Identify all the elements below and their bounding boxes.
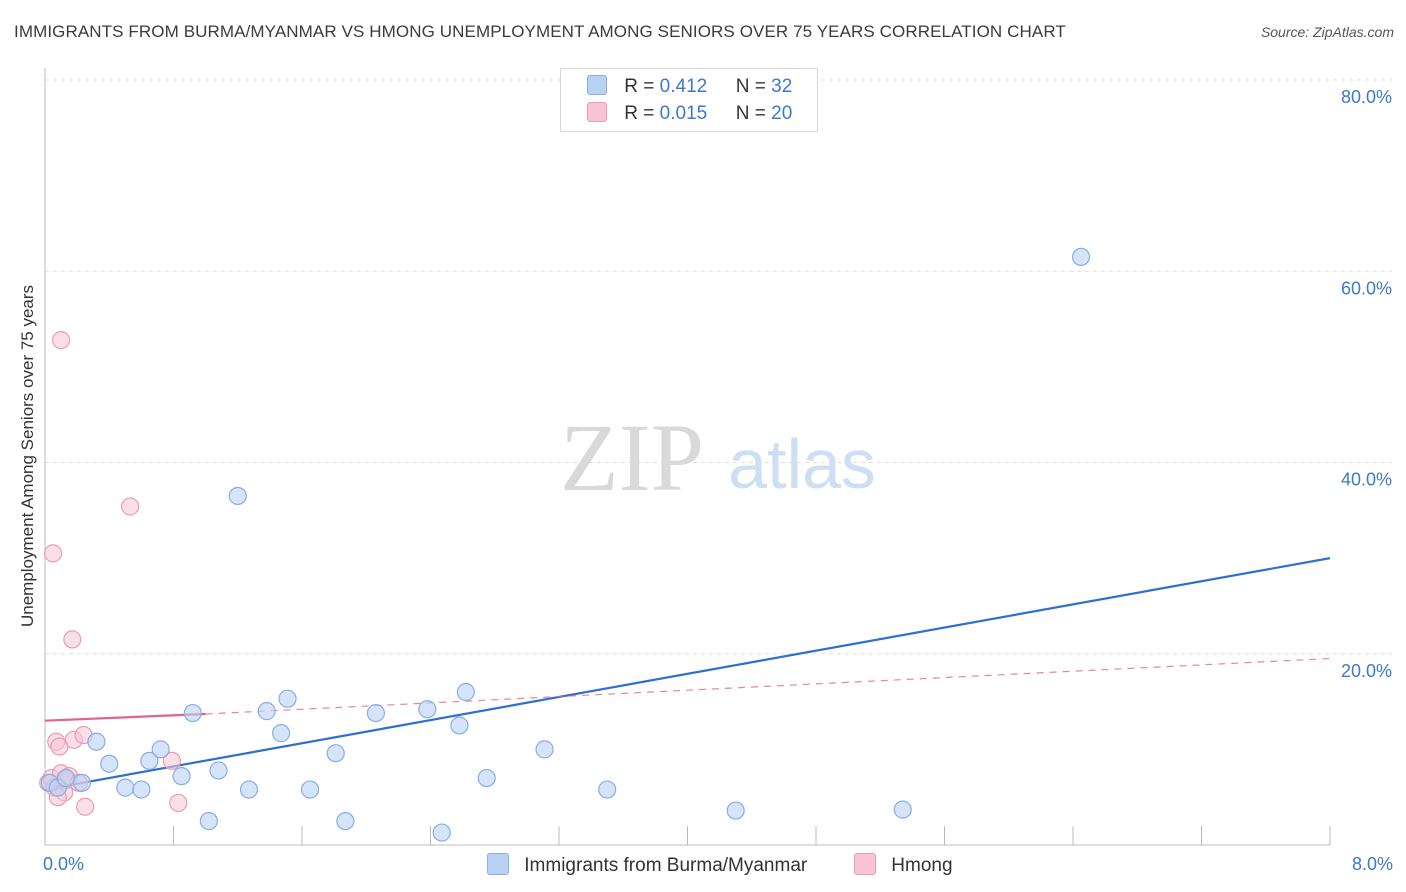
y-tick-label: 20.0%: [1341, 661, 1392, 681]
data-point-burma: [366, 703, 385, 723]
tick-labels: 20.0% 40.0% 60.0% 80.0% 0.0% 8.0%: [43, 87, 1393, 874]
data-point-burma: [336, 811, 355, 831]
data-point-hmong: [51, 331, 71, 350]
legend-n-value: 20: [771, 103, 793, 124]
watermark: ZIP atlas: [560, 404, 876, 511]
x-tick-label: 0.0%: [43, 854, 84, 874]
source-credit: Source: ZipAtlas.com: [1260, 24, 1394, 40]
legend-swatch-burma: [587, 75, 607, 95]
y-tick-label: 40.0%: [1341, 470, 1392, 490]
data-point-burma: [172, 767, 191, 786]
data-point-burma: [1071, 247, 1091, 267]
data-point-hmong: [63, 630, 82, 649]
data-point-burma: [56, 768, 75, 788]
legend-row-hmong: R = 0.015 N = 20: [587, 102, 792, 126]
data-point-burma: [228, 486, 247, 506]
legend-n-label: N =: [735, 76, 766, 97]
data-point-burma: [893, 800, 912, 819]
data-point-burma: [432, 823, 451, 842]
data-point-hmong: [169, 793, 188, 813]
data-point-burma: [239, 780, 259, 799]
legend-n-label: N =: [735, 103, 766, 124]
legend-r-value: 0.015: [659, 103, 708, 124]
trend-line-hmong-extended: [205, 657, 1331, 715]
data-point-hmong: [162, 751, 181, 770]
grid-lines: [45, 79, 1392, 655]
data-point-burma: [326, 744, 345, 763]
legend-r-value: 0.412: [659, 76, 708, 97]
data-point-hmong: [121, 497, 140, 516]
trend-lines: [44, 557, 1331, 791]
trend-line-burma: [44, 557, 1331, 791]
watermark-zip: ZIP: [560, 404, 704, 511]
data-point-burma: [535, 740, 554, 759]
axes: [44, 68, 1331, 846]
y-tick-label: 80.0%: [1341, 87, 1392, 107]
data-points: [39, 247, 1091, 842]
data-point-burma: [257, 702, 276, 721]
y-tick-label: 60.0%: [1341, 278, 1392, 298]
correlation-legend: R = 0.412 N = 32 R = 0.015 N = 20: [560, 68, 818, 132]
legend-row-burma: R = 0.412 N = 32: [587, 75, 792, 99]
data-point-burma: [272, 724, 291, 743]
bottom-legend-label-hmong: Hmong: [891, 855, 953, 876]
data-point-burma: [418, 700, 437, 719]
data-point-burma: [87, 732, 106, 751]
data-point-burma: [450, 716, 469, 735]
bottom-legend-hmong: Hmong: [854, 853, 953, 877]
data-point-burma: [116, 778, 135, 797]
data-point-burma: [100, 754, 119, 773]
data-point-burma: [209, 761, 228, 780]
data-point-burma: [132, 780, 151, 799]
data-point-hmong: [43, 544, 63, 563]
bottom-legend-label-burma: Immigrants from Burma/Myanmar: [524, 855, 808, 876]
data-point-burma: [183, 703, 202, 723]
data-point-burma: [151, 740, 170, 759]
data-point-burma: [278, 689, 297, 708]
data-point-burma: [726, 801, 745, 820]
bottom-legend-swatch-hmong: [854, 853, 876, 875]
trend-line-hmong: [44, 712, 206, 722]
data-point-burma: [300, 780, 320, 799]
legend-n-value: 32: [771, 76, 793, 97]
data-point-burma: [199, 811, 218, 831]
chart-title: IMMIGRANTS FROM BURMA/MYANMAR VS HMONG U…: [14, 22, 1066, 41]
x-tick-label: 8.0%: [1352, 854, 1393, 874]
data-point-burma: [456, 682, 475, 702]
data-point-burma: [598, 780, 617, 799]
data-point-burma: [140, 751, 159, 770]
legend-r-label: R =: [624, 103, 655, 124]
data-point-burma: [72, 773, 92, 792]
bottom-legend-burma: Immigrants from Burma/Myanmar: [487, 853, 807, 877]
bottom-legend-swatch-burma: [487, 853, 509, 875]
y-axis-label: Unemployment Among Seniors over 75 years: [18, 284, 37, 628]
legend-r-label: R =: [624, 76, 655, 97]
data-point-burma: [477, 768, 496, 788]
legend-swatch-hmong: [587, 102, 607, 122]
data-point-hmong: [76, 797, 95, 816]
watermark-atlas: atlas: [728, 425, 876, 503]
